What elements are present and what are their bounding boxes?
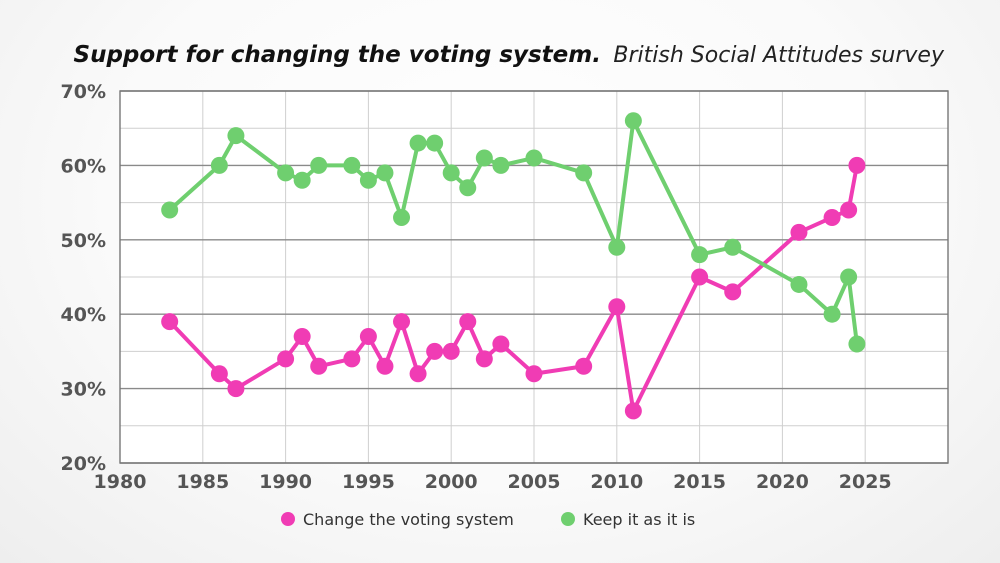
legend-marker (281, 512, 295, 526)
data-point (359, 328, 377, 346)
data-point (343, 350, 361, 368)
grid (119, 90, 949, 464)
data-point (376, 357, 394, 375)
y-tick-label: 70% (61, 81, 106, 103)
y-tick-label: 60% (61, 155, 106, 177)
data-point (359, 171, 377, 189)
data-point (393, 208, 411, 226)
data-point (575, 357, 593, 375)
legend: Change the voting system Keep it as it is (281, 510, 695, 529)
data-point (210, 156, 228, 174)
data-point (277, 350, 295, 368)
legend-label: Change the voting system (303, 510, 514, 529)
data-point (823, 208, 841, 226)
y-tick-label: 30% (61, 379, 106, 401)
data-point (848, 156, 866, 174)
chart-subtitle: British Social Attitudes survey (613, 43, 945, 68)
data-point (293, 328, 311, 346)
data-point (492, 335, 510, 353)
legend-marker (561, 512, 575, 526)
x-tick-label: 1985 (176, 471, 229, 493)
x-tick-label: 2015 (673, 471, 726, 493)
chart-title-main: Support for changing the voting system. (74, 42, 601, 68)
x-tick-label: 2010 (590, 471, 643, 493)
data-point (210, 365, 228, 383)
series-change (161, 156, 866, 420)
data-point (790, 223, 808, 241)
legend-item: Change the voting system (281, 510, 514, 529)
legend-item: Keep it as it is (561, 510, 695, 529)
data-point (426, 342, 444, 360)
y-tick-label: 40% (61, 304, 106, 326)
data-point (310, 357, 328, 375)
data-point (624, 112, 642, 130)
data-point (790, 275, 808, 293)
data-point (724, 238, 742, 256)
data-point (442, 342, 460, 360)
data-point (227, 127, 245, 145)
data-point (823, 305, 841, 323)
y-tick-label: 20% (61, 453, 106, 475)
data-point (840, 268, 858, 286)
legend-label: Keep it as it is (583, 510, 695, 529)
data-point (724, 283, 742, 301)
data-point (840, 201, 858, 219)
data-point (525, 365, 543, 383)
data-point (161, 313, 179, 331)
data-point (376, 164, 394, 182)
x-tick-label: 2025 (839, 471, 892, 493)
data-point (624, 402, 642, 420)
data-point (459, 179, 477, 197)
x-tick-label: 2020 (756, 471, 809, 493)
data-point (575, 164, 593, 182)
data-point (492, 156, 510, 174)
data-point (608, 238, 626, 256)
data-point (475, 350, 493, 368)
data-point (343, 156, 361, 174)
data-point (161, 201, 179, 219)
y-tick-label: 50% (61, 230, 106, 252)
data-point (393, 313, 411, 331)
data-point (277, 164, 295, 182)
data-point (409, 134, 427, 152)
data-point (608, 298, 626, 316)
x-tick-label: 1995 (342, 471, 395, 493)
plot-border (119, 90, 949, 464)
data-point (691, 268, 709, 286)
data-point (426, 134, 444, 152)
series-keep (161, 112, 866, 353)
data-point (691, 246, 709, 264)
series-layer (161, 112, 866, 420)
x-tick-label: 2000 (425, 471, 478, 493)
x-tick-label: 1990 (259, 471, 312, 493)
chart-title: Support for changing the voting system. … (74, 42, 945, 68)
x-tick-label: 1980 (94, 471, 147, 493)
svg-text:Support for changing the votin: Support for changing the voting system. … (74, 42, 945, 68)
data-point (409, 365, 427, 383)
data-point (442, 164, 460, 182)
data-point (848, 335, 866, 353)
data-point (227, 380, 245, 398)
data-point (525, 149, 543, 167)
data-point (293, 171, 311, 189)
x-tick-label: 2005 (508, 471, 561, 493)
axes: 20% 30% 40% 50% 60% 70% 1980 1985 1990 1995 2000 20… (61, 81, 892, 493)
data-point (459, 313, 477, 331)
data-point (475, 149, 493, 167)
data-point (310, 156, 328, 174)
